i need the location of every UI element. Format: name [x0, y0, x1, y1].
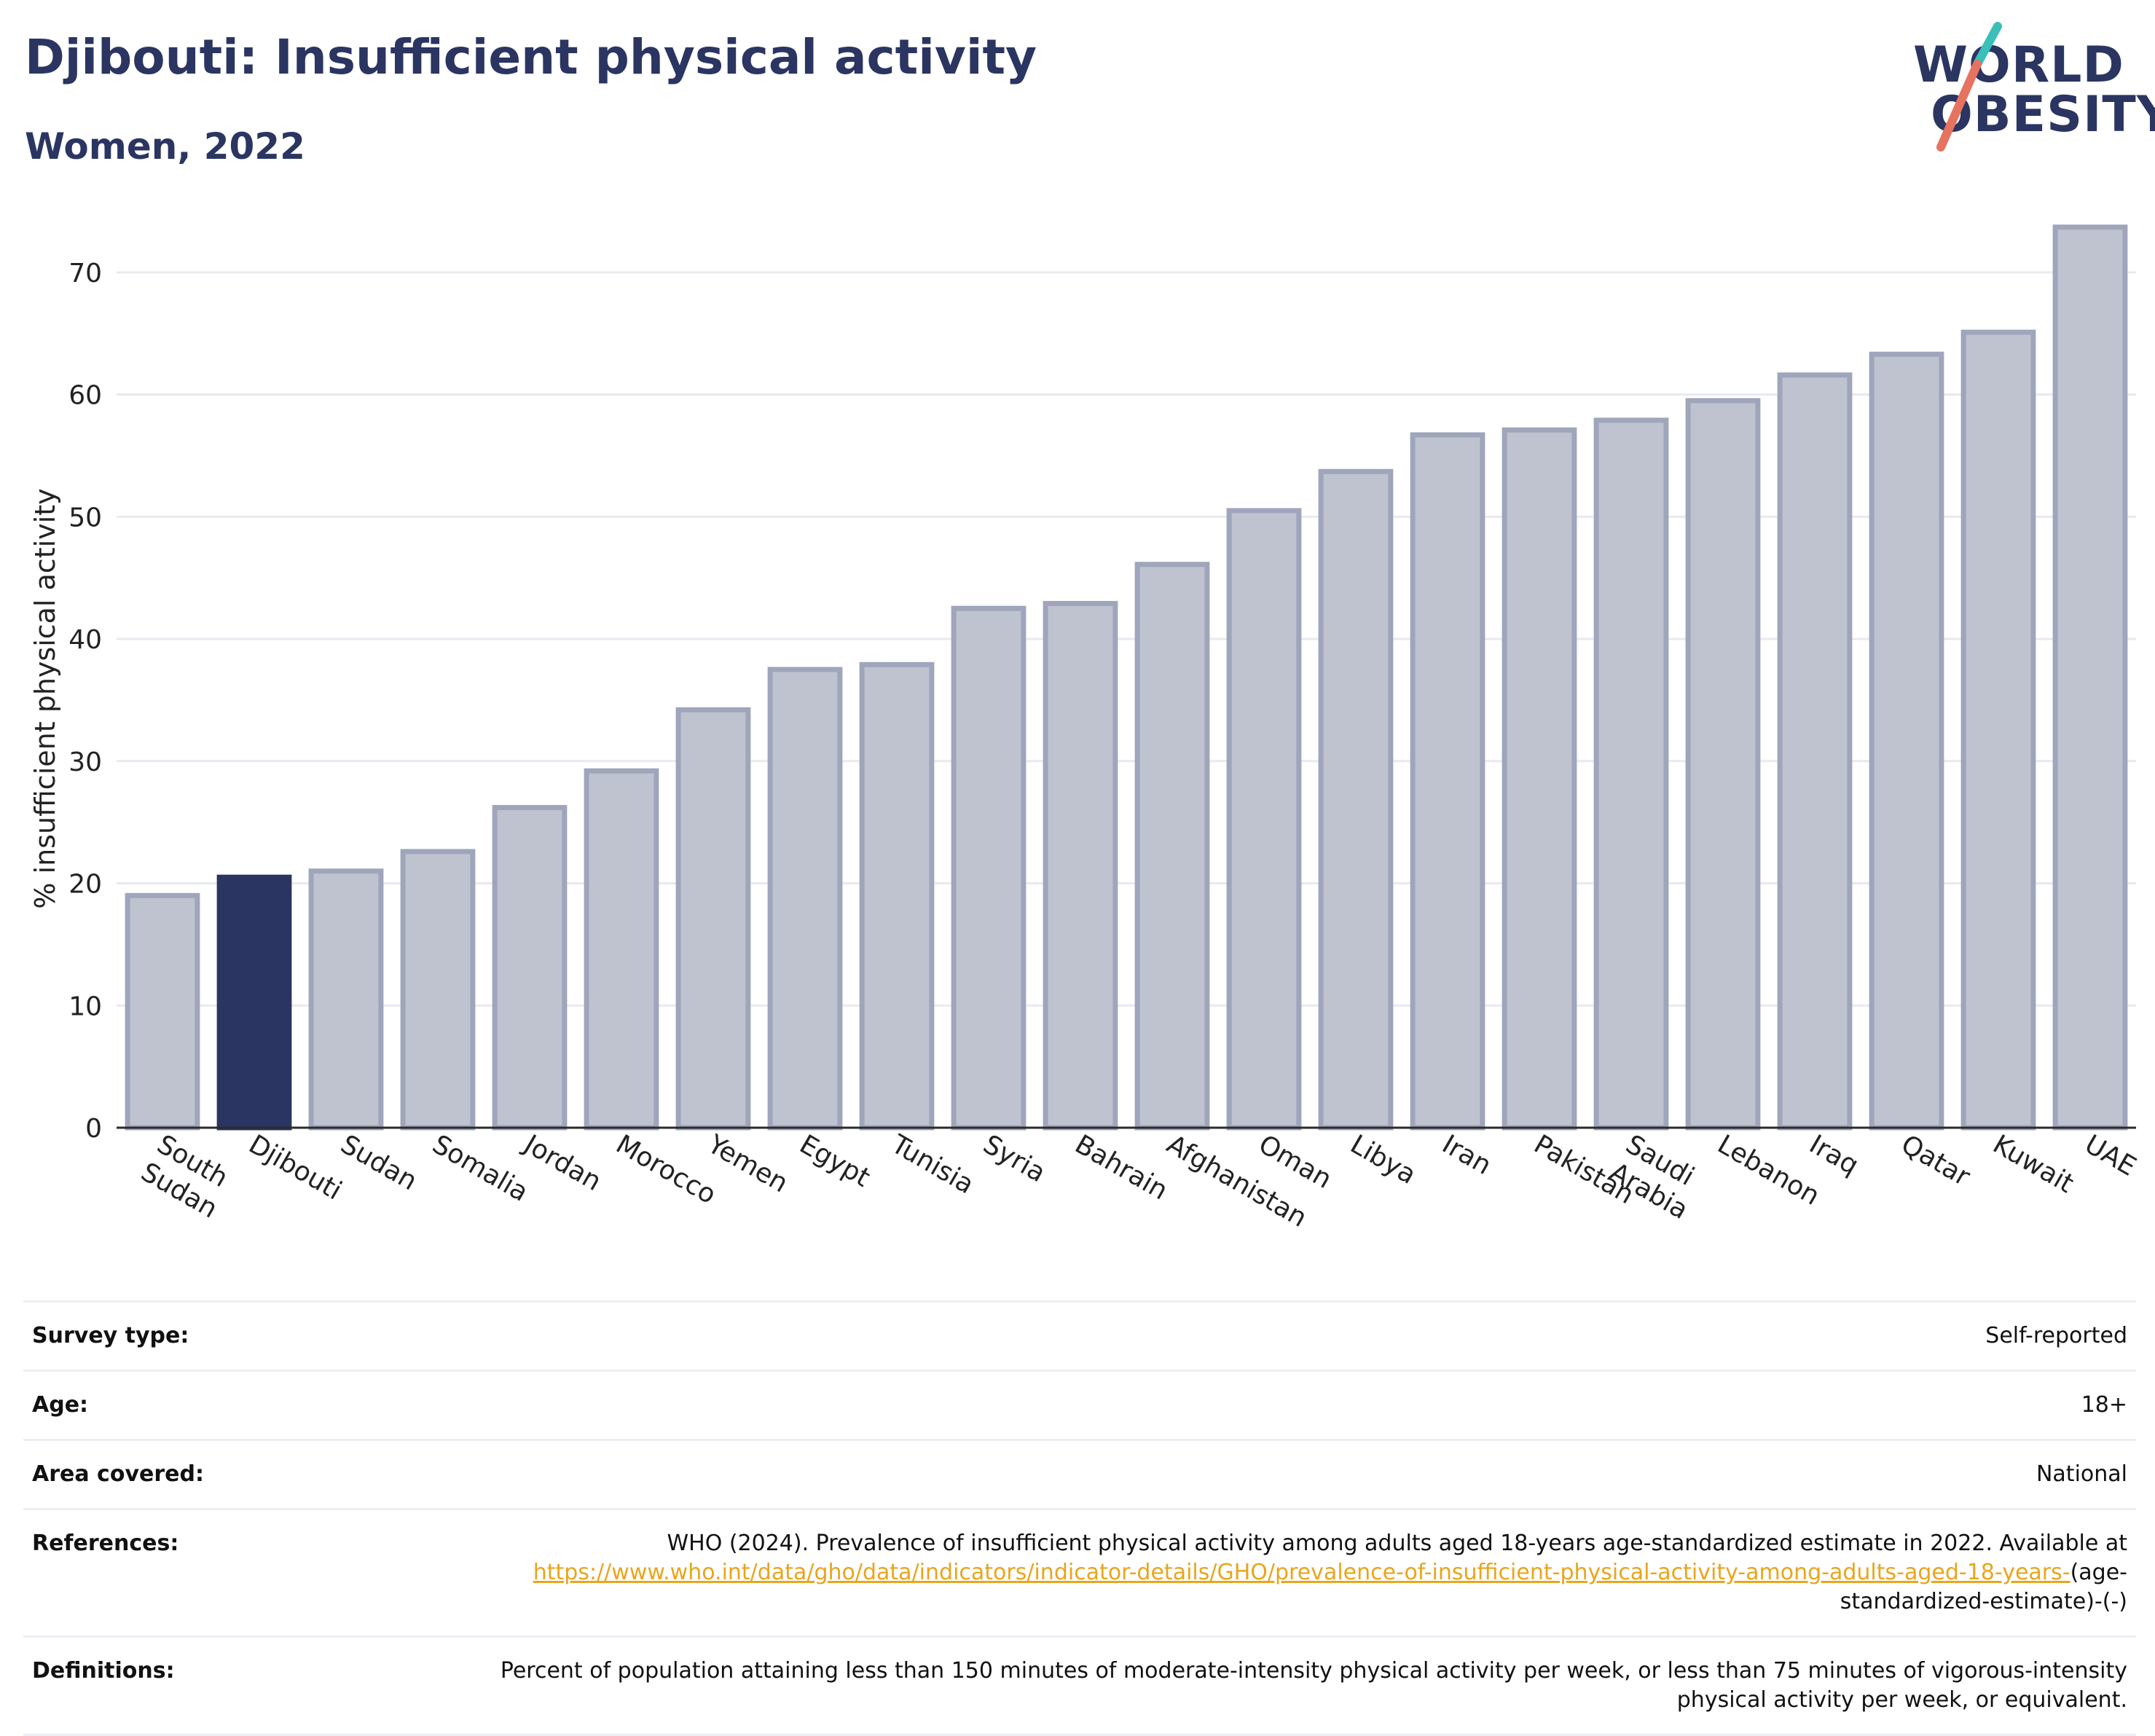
x-tick-label: Iraq — [1805, 1129, 1864, 1181]
bar-south-sudan — [125, 892, 200, 1131]
bar-morocco — [584, 768, 659, 1131]
x-tick-label: Iran — [1437, 1129, 1496, 1181]
y-tick-label: 70 — [68, 259, 102, 288]
bar-tunisia — [859, 661, 935, 1131]
bar-somalia — [400, 849, 476, 1131]
bar-sudan — [308, 868, 384, 1131]
meta-value: 18+ — [420, 1370, 2136, 1440]
meta-row-area-covered: Area covered: National — [23, 1439, 2136, 1509]
y-tick-label: 0 — [85, 1114, 102, 1144]
bar-lebanon — [1685, 398, 1761, 1131]
x-tick-label: Djibouti — [244, 1129, 347, 1206]
x-tick-label: Lebanon — [1713, 1129, 1825, 1211]
bar-syria — [951, 605, 1027, 1131]
bar-egypt — [767, 667, 843, 1131]
chart-title: Djibouti: Insufficient physical activity — [25, 29, 1037, 85]
bar-djibouti — [216, 874, 292, 1131]
x-tick-label: Somalia — [428, 1129, 533, 1208]
meta-label: References: — [23, 1508, 420, 1637]
bar-saudi-arabia — [1593, 417, 1669, 1131]
meta-value: Self-reported — [420, 1300, 2136, 1371]
x-tick-label: Kuwait — [1988, 1129, 2079, 1199]
y-axis-label: % insufficient physical activity — [29, 488, 61, 908]
bar-uae — [2052, 224, 2128, 1131]
bars — [125, 224, 2128, 1131]
meta-row-survey-type: Survey type: Self-reported — [23, 1300, 2136, 1371]
x-tick-label: Sudan — [336, 1129, 423, 1196]
meta-row-definitions: Definitions: Percent of population attai… — [23, 1635, 2136, 1736]
meta-row-age: Age: 18+ — [23, 1370, 2136, 1440]
x-tick-label: Tunisia — [886, 1129, 979, 1200]
x-tick-label: Egypt — [795, 1129, 875, 1193]
y-tick-label: 10 — [68, 991, 102, 1021]
meta-label: Definitions: — [23, 1635, 420, 1736]
y-tick-label: 20 — [68, 870, 102, 900]
bar-jordan — [492, 805, 568, 1131]
meta-label: Age: — [23, 1370, 420, 1440]
bar-kuwait — [1960, 329, 2036, 1131]
logo-line1: WORLD — [1913, 36, 2124, 94]
references-suffix: (age-standardized-estimate)-(-) — [1840, 1560, 2127, 1614]
bar-iraq — [1777, 372, 1853, 1131]
logo-slash-icon — [1936, 22, 2002, 152]
x-tick-label: Morocco — [611, 1129, 721, 1210]
bar-qatar — [1869, 351, 1944, 1131]
x-tick-label: UAE — [2080, 1129, 2141, 1182]
x-tick-label: Libya — [1346, 1129, 1421, 1190]
references-link[interactable]: https://www.who.int/data/gho/data/indica… — [533, 1560, 2070, 1585]
x-tick-label: Syria — [978, 1129, 1051, 1188]
bar-yemen — [675, 707, 751, 1131]
bar-afghanistan — [1134, 562, 1210, 1131]
bar-oman — [1226, 508, 1302, 1131]
y-tick-label: 60 — [68, 381, 102, 411]
meta-value: National — [420, 1439, 2136, 1509]
y-tick-label: 30 — [68, 747, 102, 777]
meta-label: Area covered: — [23, 1439, 420, 1509]
references-text: WHO (2024). Prevalence of insufficient p… — [667, 1531, 2127, 1556]
x-tick-label: SaudiArabia — [1605, 1129, 1709, 1225]
x-tick-label: Jordan — [518, 1128, 606, 1197]
bar-bahrain — [1043, 600, 1118, 1131]
x-tick-label: Qatar — [1896, 1129, 1975, 1192]
x-tick-label: Bahrain — [1070, 1129, 1173, 1206]
chart-subtitle: Women, 2022 — [25, 125, 305, 168]
x-tick-label: SouthSudan — [136, 1129, 239, 1224]
bar-pakistan — [1502, 427, 1577, 1131]
references-value: WHO (2024). Prevalence of insufficient p… — [420, 1508, 2136, 1637]
bar-libya — [1318, 468, 1394, 1131]
bar-iran — [1410, 432, 1485, 1131]
meta-row-references: References: WHO (2024). Prevalence of in… — [23, 1508, 2136, 1637]
definitions-value: Percent of population attaining less tha… — [420, 1635, 2136, 1736]
world-obesity-logo: WORLD OBESITY — [1887, 22, 2155, 160]
y-tick-label: 50 — [68, 503, 102, 533]
metadata-table: Survey type: Self-reported Age: 18+ Area… — [23, 1300, 2136, 1736]
meta-label: Survey type: — [23, 1300, 420, 1371]
y-tick-label: 40 — [68, 625, 102, 655]
